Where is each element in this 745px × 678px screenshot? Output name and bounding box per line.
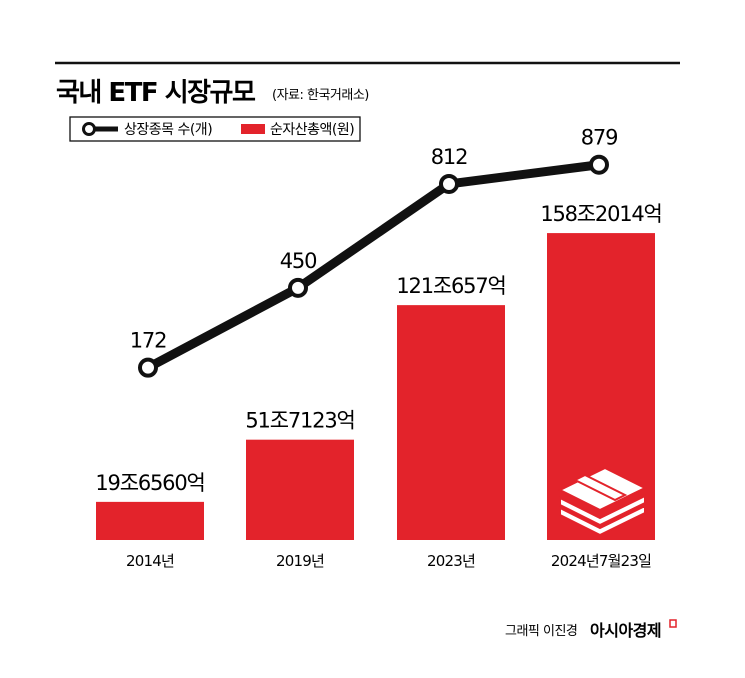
legend-bar-marker	[241, 124, 265, 134]
source-note: (자료: 한국거래소)	[272, 88, 369, 103]
bar-value-label: 158조2014억	[540, 202, 661, 226]
bar	[246, 439, 354, 540]
count-value-label: 172	[130, 329, 166, 353]
bar	[397, 305, 505, 540]
legend-line-marker	[82, 122, 118, 136]
count-point	[288, 277, 308, 298]
bar-value-label: 51조7123억	[245, 409, 354, 433]
category-label: 2023년	[427, 552, 475, 570]
legend-box	[69, 116, 361, 142]
legend-label-count: 상장종목 수(개)	[124, 122, 212, 138]
brand-logo: 아시아경제	[590, 621, 661, 640]
count-value-label: 450	[280, 249, 316, 273]
bar	[96, 501, 204, 540]
graphic-credit: 그래픽 이진경	[505, 624, 577, 639]
legend-label-assets: 순자산총액(원)	[270, 122, 354, 138]
count-value-label: 812	[431, 145, 467, 169]
count-point	[589, 154, 609, 175]
chart-title: 국내 ETF 시장규모	[56, 78, 256, 108]
category-label: 2014년	[126, 552, 174, 570]
category-label: 2024년7월23일	[551, 552, 651, 570]
count-line	[145, 160, 600, 372]
brand-mark-icon	[669, 619, 677, 628]
bar-value-label: 121조657억	[396, 274, 505, 298]
count-point	[138, 357, 158, 378]
bar-value-label: 19조6560억	[95, 471, 204, 495]
category-label: 2019년	[276, 552, 324, 570]
count-value-label: 879	[581, 126, 617, 150]
money-stack-icon	[557, 466, 648, 537]
count-point	[439, 173, 459, 194]
